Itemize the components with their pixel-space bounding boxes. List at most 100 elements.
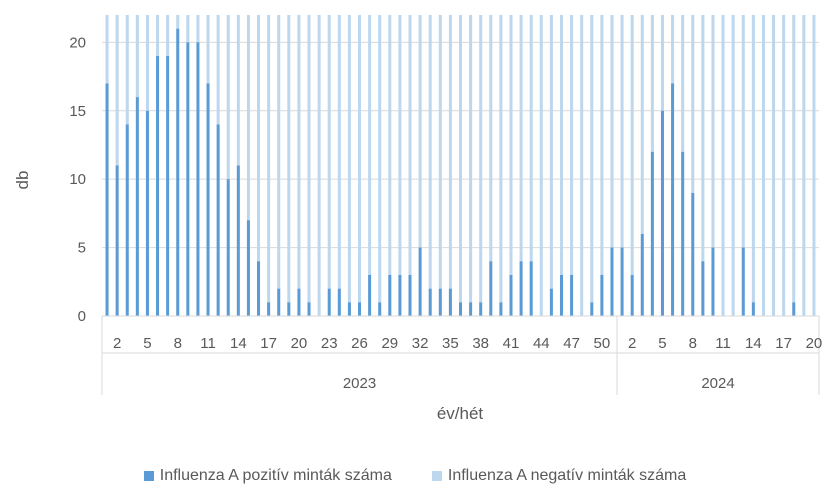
x-tick-label: 26	[351, 335, 368, 352]
bar-negative	[580, 15, 584, 316]
legend-swatch-positive	[143, 471, 154, 481]
bar-positive	[418, 247, 422, 316]
bar-negative	[246, 15, 250, 221]
x-group-label: 2023	[343, 375, 376, 392]
bar-positive	[135, 97, 139, 316]
x-tick-label: 23	[321, 335, 338, 352]
bar-positive	[186, 42, 190, 316]
bar-positive	[236, 165, 240, 316]
bar-positive	[277, 288, 281, 316]
bar-positive	[388, 274, 392, 316]
bar-negative	[549, 15, 553, 289]
bar-positive	[529, 261, 533, 316]
bar-negative	[640, 15, 644, 234]
bar-positive	[337, 288, 341, 316]
bar-positive	[509, 274, 513, 316]
bar-negative	[347, 15, 351, 303]
bar-negative	[519, 15, 523, 262]
bar-positive	[711, 247, 715, 316]
bar-negative	[660, 15, 664, 111]
bar-positive	[630, 274, 634, 316]
bar-negative	[489, 15, 493, 262]
bar-positive	[398, 274, 402, 316]
bar-negative	[408, 15, 412, 275]
bar-positive	[257, 261, 261, 316]
bar-negative	[196, 15, 200, 43]
bar-negative	[751, 15, 755, 303]
bar-positive	[570, 274, 574, 316]
bar-negative	[600, 15, 604, 275]
x-tick-label: 47	[563, 335, 580, 352]
bar-negative	[156, 15, 160, 57]
bar-positive	[246, 220, 250, 316]
bar-positive	[792, 302, 796, 316]
x-tick-label: 20	[291, 335, 308, 352]
x-tick-label: 35	[442, 335, 459, 352]
bar-negative	[812, 15, 816, 316]
x-tick-label: 17	[775, 335, 792, 352]
bar-positive	[681, 151, 685, 316]
bar-negative	[458, 15, 463, 303]
x-tick-label: 44	[533, 335, 550, 352]
bar-negative	[610, 15, 614, 248]
bar-negative	[378, 15, 382, 303]
bar-negative	[620, 15, 624, 248]
bar-negative	[701, 15, 705, 262]
bar-positive	[297, 288, 301, 316]
bar-positive	[176, 28, 180, 316]
legend-swatch-negative	[431, 471, 442, 481]
bar-negative	[438, 15, 442, 289]
bar-negative	[115, 15, 119, 166]
x-tick-label: 5	[658, 335, 666, 352]
bar-negative	[317, 15, 321, 316]
bar-negative	[509, 15, 513, 275]
bar-negative	[135, 15, 139, 98]
y-tick-label: 0	[78, 308, 86, 325]
bar-negative	[721, 15, 725, 316]
bar-positive	[458, 302, 463, 316]
bar-negative	[691, 15, 695, 193]
bar-negative	[145, 15, 149, 111]
bar-negative	[570, 15, 574, 275]
x-tick-label: 2	[628, 335, 636, 352]
y-axis-title: db	[13, 171, 32, 190]
bar-negative	[630, 15, 634, 275]
bar-negative	[782, 15, 786, 316]
bar-positive	[125, 124, 129, 316]
bar-positive	[408, 274, 412, 316]
bar-positive	[145, 110, 149, 316]
bar-negative	[559, 15, 564, 275]
x-tick-label: 8	[689, 335, 697, 352]
bar-positive	[741, 247, 745, 316]
bar-positive	[368, 274, 372, 316]
x-tick-label: 17	[260, 335, 277, 352]
x-axis: 2 5 8 11 14 17 20 23 26 29 32 35 38 41 44 47 50 2 5 8 11 14 17…	[101, 315, 822, 395]
legend-item-negative: Influenza A negatív minták száma	[431, 467, 686, 485]
bar-negative	[216, 15, 220, 125]
x-tick-label: 14	[230, 335, 247, 352]
bar-negative	[671, 15, 675, 84]
x-tick-label: 41	[503, 335, 520, 352]
bar-positive	[751, 302, 755, 316]
bar-negative	[206, 15, 210, 84]
bar-negative	[267, 15, 271, 303]
bar-negative	[469, 15, 473, 303]
bar-positive	[590, 302, 594, 316]
x-tick-label: 2	[113, 335, 121, 352]
x-tick-label: 5	[143, 335, 151, 352]
bar-negative	[792, 15, 796, 303]
bar-negative	[307, 15, 311, 303]
bar-negative	[741, 15, 745, 248]
bar-positive	[600, 274, 604, 316]
bar-positive	[519, 261, 523, 316]
bar-negative	[499, 15, 503, 303]
x-tick-label: 11	[715, 335, 731, 352]
bar-negative	[448, 15, 452, 289]
bar-positive	[620, 247, 624, 316]
bar-negative	[802, 15, 806, 316]
y-tick-label: 10	[69, 171, 86, 188]
bar-positive	[428, 288, 432, 316]
x-group-label: 2024	[701, 375, 734, 392]
bar-negative	[772, 15, 776, 316]
